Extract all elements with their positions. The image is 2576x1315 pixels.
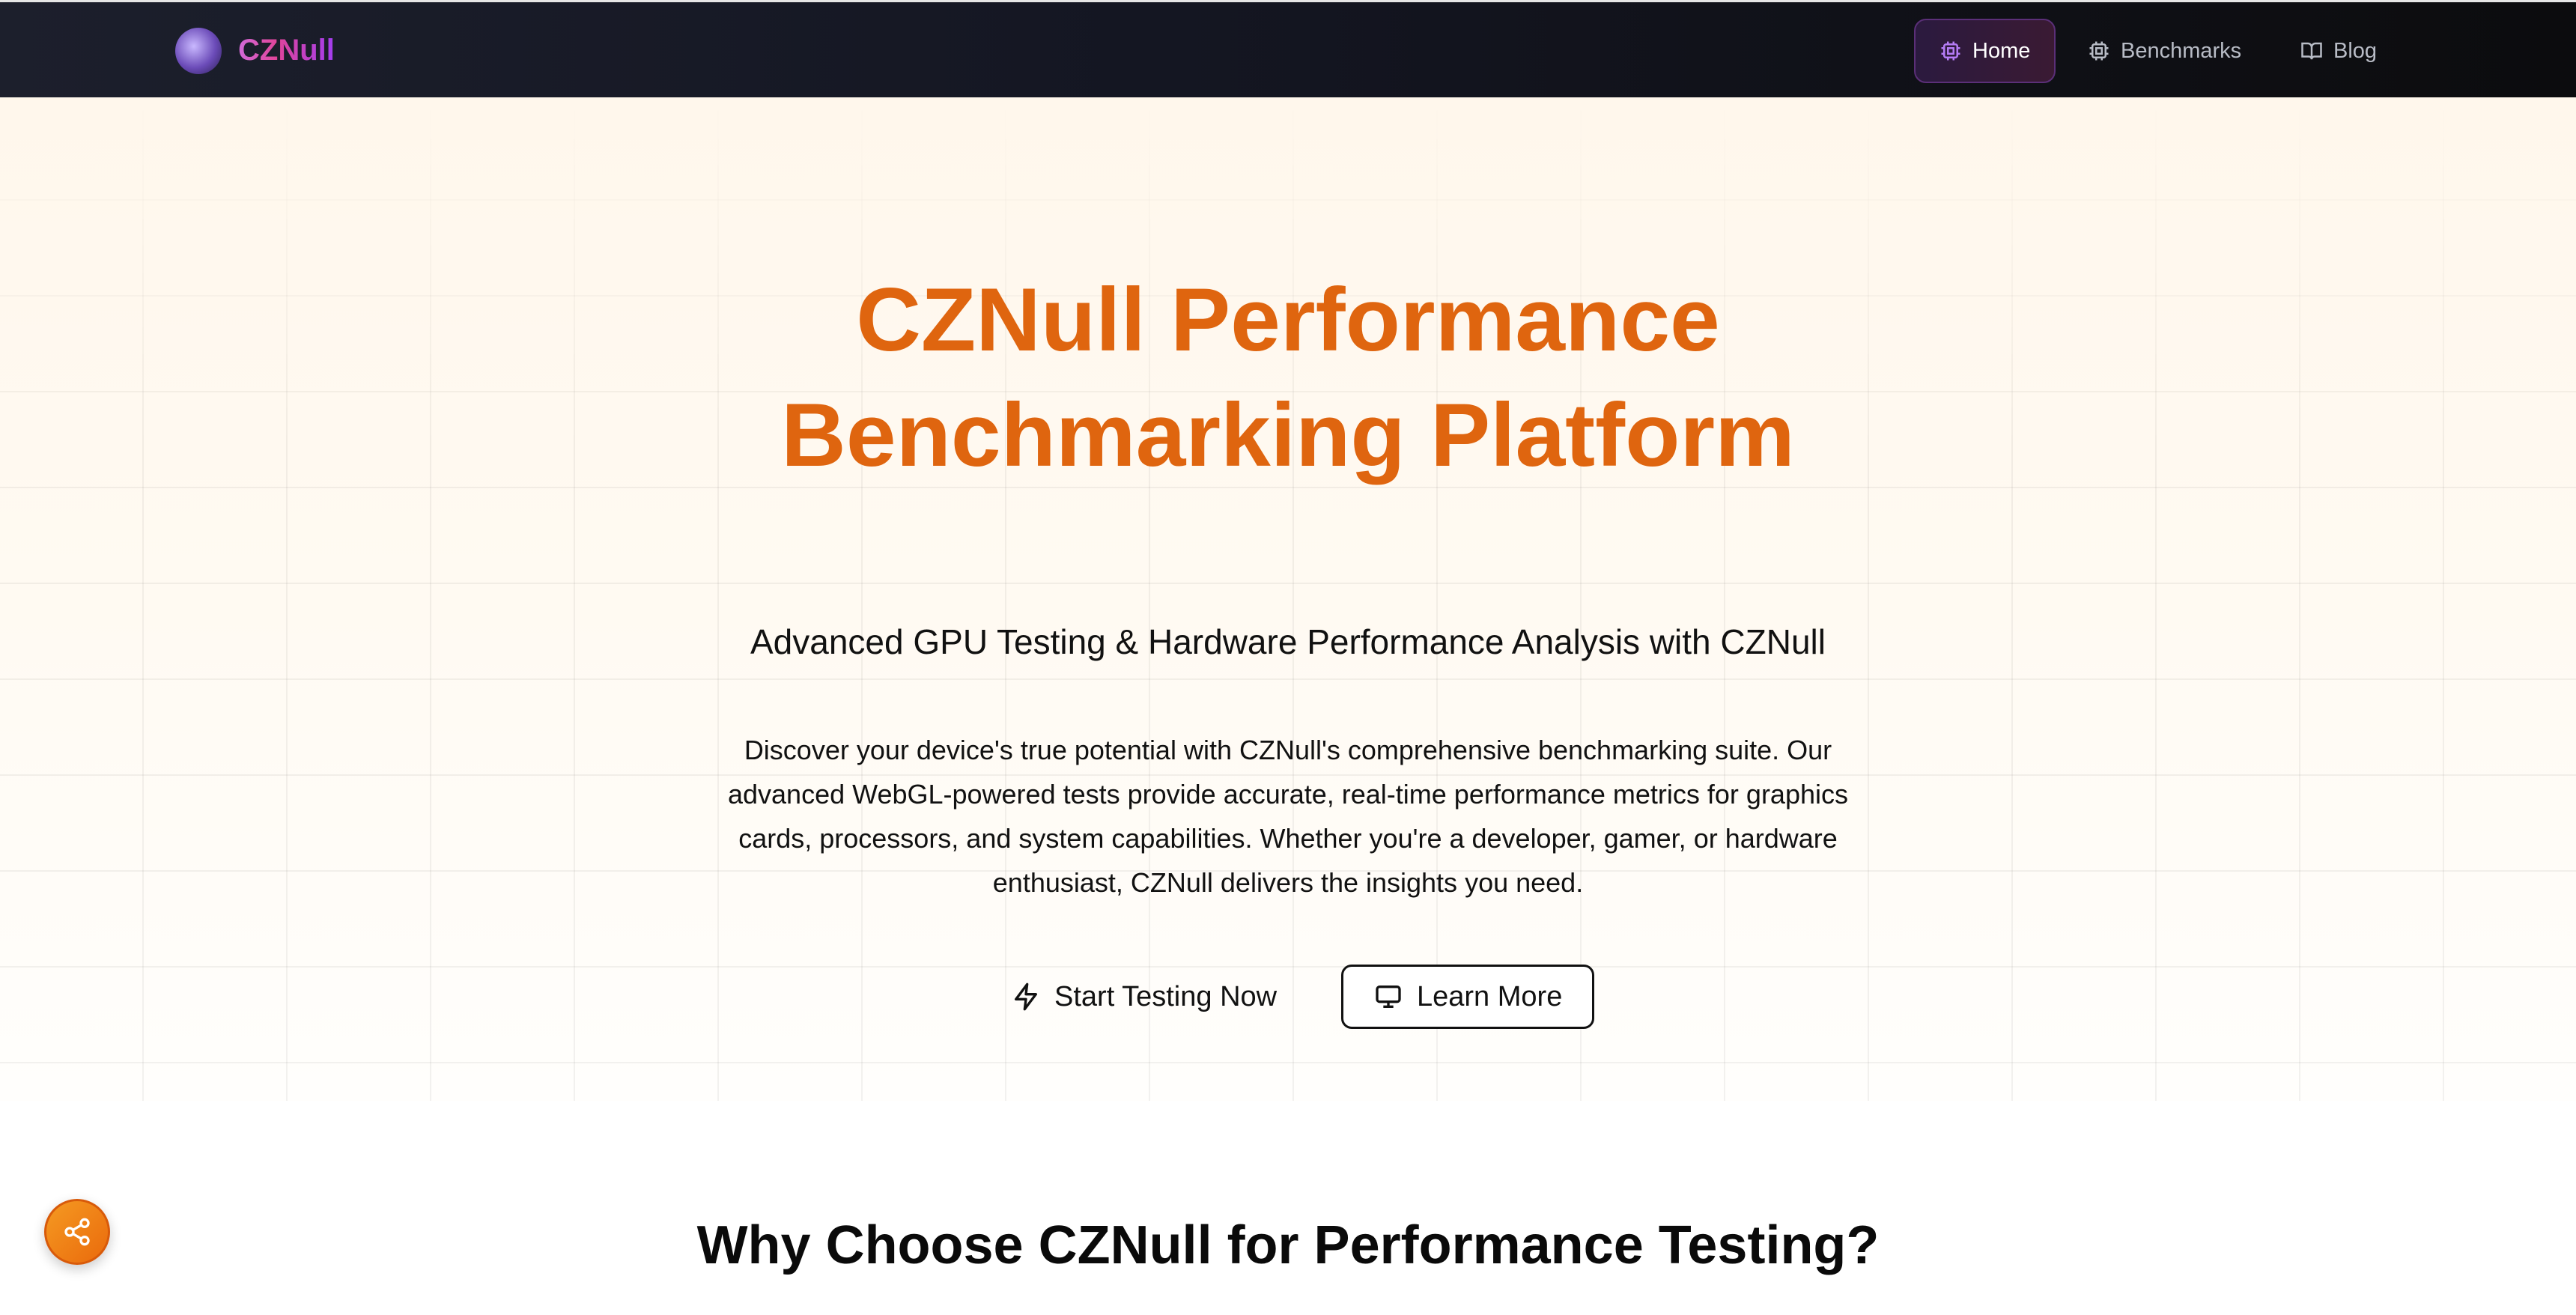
title-line: Benchmarking Platform: [781, 385, 1795, 485]
button-label: Start Testing Now: [1054, 980, 1278, 1012]
nav-label: Benchmarks: [2121, 38, 2242, 63]
nav-label: Blog: [2333, 38, 2378, 63]
hero-description: Discover your device's true potential wi…: [727, 735, 1848, 898]
section-heading: Why Choose CZNull for Performance Testin…: [696, 1215, 1880, 1275]
start-testing-button[interactable]: Start Testing Now: [981, 965, 1307, 1029]
nav-benchmarks[interactable]: Benchmarks: [2064, 19, 2265, 83]
button-label: Learn More: [1417, 980, 1563, 1012]
nav-label: Home: [1972, 38, 2031, 63]
brand-name[interactable]: CZNull: [238, 34, 335, 67]
grid-background: [0, 97, 2576, 1101]
monitor-icon: [1376, 986, 1401, 1008]
title-line: CZNull Performance: [856, 270, 1720, 370]
logo-icon[interactable]: [175, 28, 222, 74]
hero-section: CZNull Performance Benchmarking Platform…: [0, 97, 2576, 1101]
page-title: CZNull Performance Benchmarking Platform: [0, 262, 2576, 493]
share-icon: [64, 1218, 90, 1246]
book-open-icon: [2301, 42, 2322, 60]
hero-subtitle: Advanced GPU Testing & Hardware Performa…: [750, 622, 1826, 661]
lightning-icon: [1015, 983, 1037, 1011]
learn-more-button[interactable]: Learn More: [1341, 965, 1595, 1029]
nav-blog[interactable]: Blog: [2276, 19, 2401, 83]
cpu-icon: [2089, 41, 2109, 61]
cpu-icon: [1941, 41, 1960, 61]
nav-home[interactable]: Home: [1914, 19, 2056, 83]
top-navbar: CZNull Home Benchmarks Blog: [0, 0, 2576, 97]
share-button[interactable]: [44, 1199, 110, 1265]
